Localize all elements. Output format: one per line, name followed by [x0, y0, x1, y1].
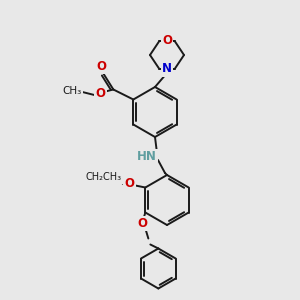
Text: N: N — [162, 62, 172, 76]
Text: O: O — [124, 177, 134, 190]
Text: O: O — [95, 87, 105, 100]
Text: CH₃: CH₃ — [63, 85, 82, 95]
Text: HN: HN — [137, 151, 157, 164]
Text: CH₂CH₃: CH₂CH₃ — [85, 172, 122, 182]
Text: O: O — [162, 34, 172, 47]
Text: O: O — [137, 217, 147, 230]
Text: O: O — [96, 60, 106, 73]
